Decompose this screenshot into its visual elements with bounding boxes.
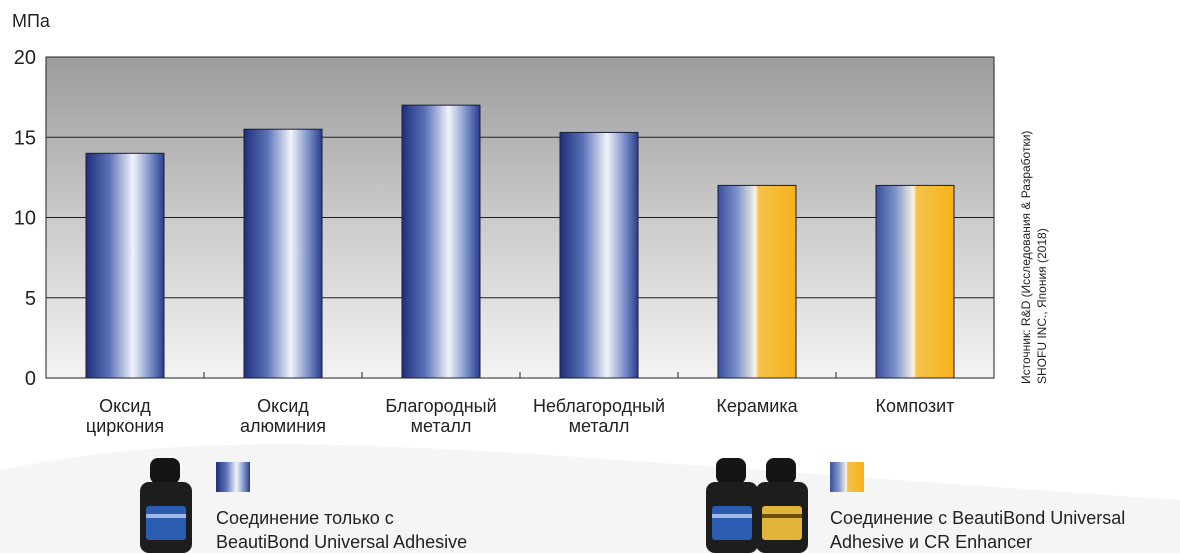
bottle-label: [712, 506, 752, 540]
bottle-cap: [766, 458, 796, 484]
bars: [85, 104, 955, 379]
y-axis-ticks: 0 5 10 15 20: [14, 47, 36, 390]
x-tick-label: металл: [411, 416, 472, 436]
x-axis-ticks: [203, 372, 837, 378]
bottle-cap: [716, 458, 746, 484]
legend-item-adhesive-line-2: BeautiBond Universal Adhesive: [216, 532, 468, 552]
legend-item-adhesive-enhancer: Соединение с BeautiBond Universal Adhesi…: [830, 506, 1125, 554]
bottle-label: [146, 506, 186, 540]
legend-swatch-blue-orange: [830, 462, 864, 492]
bottle-image-adhesive-pair: [706, 458, 758, 553]
bar: [85, 152, 165, 379]
bottle-image-enhancer: [756, 458, 808, 553]
x-tick-label: Оксид: [99, 396, 151, 416]
legend-item-adhesive-line-1: Соединение только с: [216, 508, 394, 528]
legend-item-adhesive-enhancer-line-2: Adhesive и CR Enhancer: [830, 532, 1033, 552]
y-tick-label: 5: [25, 288, 36, 310]
bottle-image-adhesive: [140, 458, 192, 553]
x-tick-label: Благородный: [385, 396, 496, 416]
bottle-label-stripe: [712, 514, 752, 518]
x-tick-label: алюминия: [240, 416, 326, 436]
y-tick-label: 10: [14, 208, 36, 230]
background-swoosh: [0, 444, 1180, 553]
y-unit-label: МПа: [12, 11, 51, 31]
x-axis-labels: ОксидцирконияОксидалюминияБлагородныймет…: [86, 396, 955, 436]
bar: [243, 128, 323, 379]
y-tick-label: 15: [14, 127, 36, 149]
x-tick-label: Оксид: [257, 396, 309, 416]
legend-swatch-blue: [216, 462, 250, 492]
legend-item-adhesive-enhancer-line-1: Соединение с BeautiBond Universal: [830, 508, 1126, 528]
bottle-label-stripe: [146, 514, 186, 518]
x-tick-label: Керамика: [716, 396, 798, 416]
legend-item-adhesive: Соединение только с BeautiBond Universal…: [216, 506, 467, 554]
gridlines: [46, 136, 994, 299]
bar: [717, 184, 797, 379]
bar: [875, 184, 955, 379]
y-tick-label: 0: [25, 368, 36, 390]
x-tick-label: Неблагородный: [533, 396, 665, 416]
source-note: Источник: R&D (Исследования & Разработки…: [1019, 131, 1049, 384]
x-tick-label: Композит: [876, 396, 955, 416]
y-tick-label: 20: [14, 47, 36, 69]
bottle-label-stripe: [762, 514, 802, 518]
bar: [401, 104, 481, 379]
bottle-cap: [150, 458, 180, 484]
source-note-line-1: Источник: R&D (Исследования & Разработки…: [1019, 131, 1033, 384]
source-note-line-2: SHOFU INC., Япония (2018): [1035, 228, 1049, 384]
x-tick-label: циркония: [86, 416, 164, 436]
bar: [559, 131, 639, 379]
x-tick-label: металл: [569, 416, 630, 436]
bottle-label: [762, 506, 802, 540]
